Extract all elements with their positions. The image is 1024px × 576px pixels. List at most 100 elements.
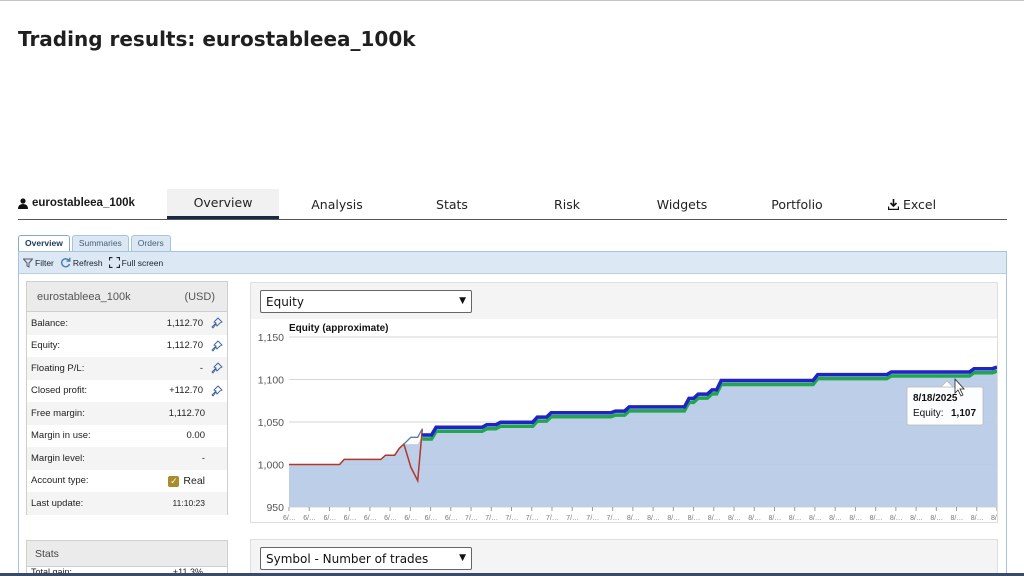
x-tick-label: 8/…	[667, 515, 680, 522]
account-row-value: ✓ Real	[168, 475, 205, 487]
stats-box: Stats Total gain: +11.3%	[26, 540, 228, 576]
x-tick-label: 7/…	[607, 515, 620, 522]
account-type-value: Real	[183, 474, 205, 487]
account-row-label: Floating P/L:	[31, 362, 85, 374]
x-tick-label: 8/…	[829, 515, 842, 522]
x-tick-label: 6/…	[384, 515, 397, 522]
x-tick-label: 6/…	[445, 515, 458, 522]
main-nav: eurostableea_100k Overview Analysis Stat…	[18, 189, 1007, 220]
filter-label: Filter	[35, 257, 54, 268]
y-tick-label: 950	[266, 502, 284, 514]
pin-icon[interactable]	[211, 362, 223, 374]
cursor-icon	[954, 377, 965, 397]
full-screen-label: Full screen	[121, 257, 164, 268]
symbol-chart-card: Symbol - Number of trades ▼	[250, 539, 998, 576]
x-tick-label: 7/…	[566, 515, 579, 522]
account-row-value: 11:10:23	[172, 498, 205, 509]
account-row-value: +112.70	[169, 385, 203, 397]
account-row-value: 1,112.70	[166, 340, 203, 352]
filter-button[interactable]: Filter	[23, 258, 54, 268]
download-icon	[887, 199, 899, 210]
bottom-bar	[0, 573, 1024, 576]
full-screen-button[interactable]: Full screen	[108, 257, 164, 268]
y-tick-label: 1,000	[258, 460, 284, 472]
equity-chart[interactable]: Equity (approximate) 950 1,000 1,050 1,100 1,…	[251, 319, 997, 523]
account-row-value: 0.00	[186, 430, 206, 442]
account-label: eurostableea_100k	[18, 197, 135, 209]
x-tick-label: 6/…	[283, 515, 296, 522]
x-tick-label: 8/…	[708, 515, 721, 522]
account-row-label: Closed profit:	[31, 385, 87, 397]
x-tick-label: 7/…	[465, 515, 478, 522]
tab-overview[interactable]: Overview	[167, 189, 279, 219]
account-row-label: Margin level:	[31, 452, 85, 464]
pin-icon[interactable]	[211, 384, 223, 397]
x-tick-label: 8/…	[951, 515, 964, 522]
user-icon	[18, 197, 28, 209]
chevron-down-icon: ▼	[459, 553, 466, 563]
early-equity-line	[289, 428, 424, 484]
symbol-select[interactable]: Symbol - Number of trades ▼	[260, 547, 472, 570]
x-tick-label: 6/…	[364, 515, 377, 522]
x-tick-label: 8/…	[748, 515, 761, 522]
subtab-orders[interactable]: Orders	[130, 235, 171, 251]
chart-type-select[interactable]: Equity ▼	[260, 290, 472, 313]
x-tick-label: 7/…	[485, 515, 498, 522]
filter-icon	[23, 258, 33, 268]
x-tick-label: 8/…	[809, 515, 822, 522]
chart-title: Equity (approximate)	[289, 323, 388, 334]
account-row: Closed profit: +112.70	[27, 380, 227, 403]
balance-line	[422, 365, 997, 437]
pin-icon[interactable]	[211, 339, 223, 352]
account-row: Balance: 1,112.70	[27, 312, 227, 335]
account-name: eurostableea_100k	[32, 197, 135, 209]
refresh-label: Refresh	[72, 257, 103, 268]
stats-row: Total gain: +11.3%	[27, 567, 227, 576]
sub-tabs: Overview Summaries Orders	[18, 235, 171, 251]
tab-portfolio[interactable]: Portfolio	[771, 197, 823, 212]
pin-icon[interactable]	[211, 317, 223, 329]
chart-type-value: Equity	[266, 294, 304, 309]
tab-excel-label: Excel	[902, 197, 937, 212]
account-row: Equity: 1,112.70	[27, 335, 227, 358]
x-tick-label: 8/…	[627, 515, 640, 522]
account-summary-name: eurostableea_100k	[37, 290, 131, 303]
account-row: Last update: 11:10:23	[27, 492, 227, 515]
x-tick-label: 8/…	[647, 515, 660, 522]
tooltip-label: Equity:	[913, 408, 944, 419]
tab-stats[interactable]: Stats	[436, 197, 468, 212]
tab-widgets[interactable]: Widgets	[656, 197, 708, 212]
tab-excel[interactable]: Excel	[855, 189, 969, 220]
refresh-icon	[60, 257, 71, 268]
account-row-label: Last update:	[31, 497, 84, 509]
x-tick-label: 8/…	[971, 515, 984, 522]
account-row-value: -	[201, 452, 205, 464]
tooltip-value: 1,107	[951, 408, 976, 419]
subtab-summaries[interactable]: Summaries	[71, 235, 129, 251]
chevron-down-icon: ▼	[459, 296, 466, 306]
x-tick-label: 6/…	[404, 515, 417, 522]
x-tick-label: 7/…	[506, 515, 519, 522]
x-tick-label: 8/…	[789, 515, 802, 522]
account-summary-header: eurostableea_100k (USD)	[27, 282, 227, 312]
subtab-overview[interactable]: Overview	[18, 235, 70, 251]
x-tick-label: 7/…	[546, 515, 559, 522]
account-row: Floating P/L: -	[27, 357, 227, 380]
y-tick-label: 1,050	[258, 417, 284, 429]
tab-analysis[interactable]: Analysis	[311, 197, 363, 212]
account-row-value: 1,112.70	[166, 317, 203, 329]
y-tick-label: 1,100	[258, 375, 284, 387]
x-tick-label: 8/…	[688, 515, 701, 522]
refresh-button[interactable]: Refresh	[60, 257, 103, 268]
stats-row-value: +11.3%	[172, 567, 203, 576]
tab-risk[interactable]: Risk	[554, 197, 580, 212]
x-tick-label: 8/…	[870, 515, 883, 522]
account-row: Free margin: 1,112.70	[27, 402, 227, 425]
x-tick-label: 8/…	[910, 515, 923, 522]
x-tick-label: 7/…	[586, 515, 599, 522]
x-tick-label: 7/…	[526, 515, 539, 522]
x-tick-label: 8/…	[991, 515, 997, 522]
tooltip-arrow	[940, 380, 954, 388]
equity-line	[422, 369, 997, 441]
